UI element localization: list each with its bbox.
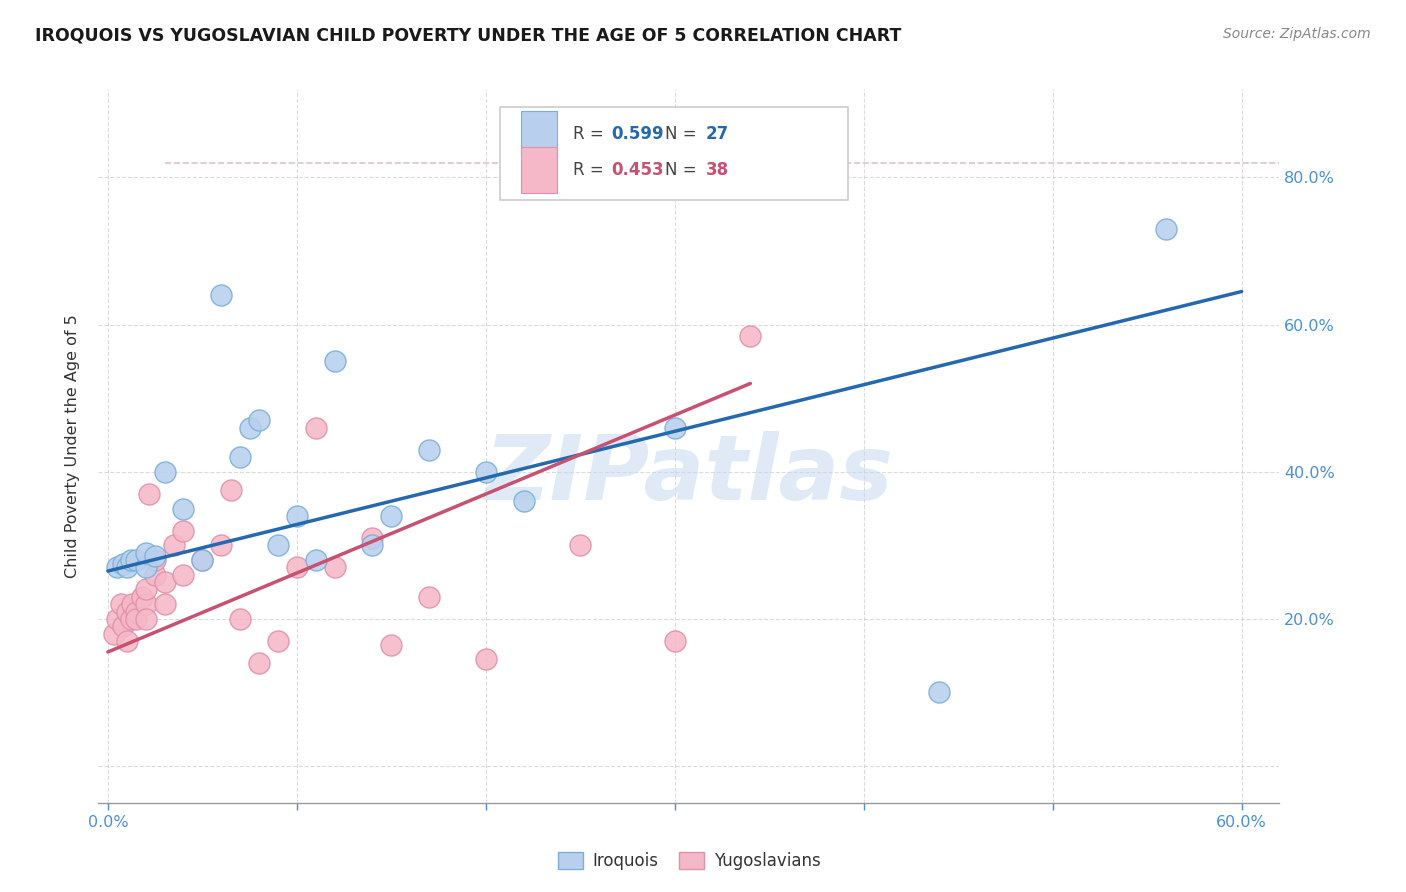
Point xyxy=(740,328,762,343)
Point xyxy=(105,612,128,626)
Point xyxy=(267,634,290,648)
Point xyxy=(380,508,402,523)
Point xyxy=(664,634,686,648)
Text: 0.599: 0.599 xyxy=(612,125,664,143)
Point xyxy=(928,685,950,699)
Text: IROQUOIS VS YUGOSLAVIAN CHILD POVERTY UNDER THE AGE OF 5 CORRELATION CHART: IROQUOIS VS YUGOSLAVIAN CHILD POVERTY UN… xyxy=(35,27,901,45)
Point xyxy=(125,605,148,619)
Point xyxy=(111,619,134,633)
Point xyxy=(361,538,384,552)
Point xyxy=(361,531,384,545)
Point xyxy=(153,597,176,611)
Point xyxy=(110,597,132,611)
Point xyxy=(247,413,270,427)
Text: 0.453: 0.453 xyxy=(612,161,664,178)
Text: Source: ZipAtlas.com: Source: ZipAtlas.com xyxy=(1223,27,1371,41)
Point xyxy=(323,354,346,368)
Point xyxy=(135,546,157,560)
Point xyxy=(125,553,148,567)
Point xyxy=(135,597,157,611)
Text: R =: R = xyxy=(574,125,609,143)
Point xyxy=(138,487,160,501)
Point xyxy=(418,590,440,604)
Point xyxy=(153,575,176,590)
Point xyxy=(323,560,346,574)
Point xyxy=(121,597,143,611)
Y-axis label: Child Poverty Under the Age of 5: Child Poverty Under the Age of 5 xyxy=(65,314,80,578)
Point xyxy=(143,549,166,564)
FancyBboxPatch shape xyxy=(501,107,848,200)
Point xyxy=(191,553,214,567)
Text: 27: 27 xyxy=(706,125,728,143)
Point xyxy=(475,465,498,479)
Point xyxy=(305,553,328,567)
Point xyxy=(172,524,194,538)
Point xyxy=(239,420,262,434)
Point xyxy=(475,652,498,666)
Text: N =: N = xyxy=(665,161,702,178)
Point xyxy=(247,656,270,670)
Point xyxy=(664,420,686,434)
Point xyxy=(229,612,252,626)
Point xyxy=(115,605,138,619)
Point xyxy=(135,560,157,574)
Point xyxy=(115,634,138,648)
Point xyxy=(191,553,214,567)
Point xyxy=(111,557,134,571)
Point xyxy=(219,483,242,497)
Point xyxy=(512,494,534,508)
Point xyxy=(143,567,166,582)
Bar xyxy=(522,146,557,193)
Point xyxy=(131,590,153,604)
Text: R =: R = xyxy=(574,161,609,178)
Text: ZIPatlas: ZIPatlas xyxy=(485,431,893,518)
Point xyxy=(380,638,402,652)
Point xyxy=(172,567,194,582)
Legend: Iroquois, Yugoslavians: Iroquois, Yugoslavians xyxy=(551,845,827,877)
Point xyxy=(163,538,186,552)
Point xyxy=(569,538,592,552)
Point xyxy=(285,560,308,574)
Point xyxy=(418,442,440,457)
Bar xyxy=(522,111,557,157)
Point xyxy=(120,612,142,626)
Point xyxy=(125,612,148,626)
Point xyxy=(267,538,290,552)
Point xyxy=(115,560,138,574)
Point xyxy=(229,450,252,464)
Point xyxy=(135,612,157,626)
Point xyxy=(135,582,157,597)
Point xyxy=(120,553,142,567)
Point xyxy=(305,420,328,434)
Point xyxy=(1154,222,1177,236)
Point xyxy=(209,288,232,302)
Point xyxy=(143,553,166,567)
Point xyxy=(285,508,308,523)
Text: 38: 38 xyxy=(706,161,728,178)
Point xyxy=(172,501,194,516)
Point xyxy=(103,626,125,640)
Point xyxy=(209,538,232,552)
Text: N =: N = xyxy=(665,125,702,143)
Point xyxy=(105,560,128,574)
Point xyxy=(153,465,176,479)
